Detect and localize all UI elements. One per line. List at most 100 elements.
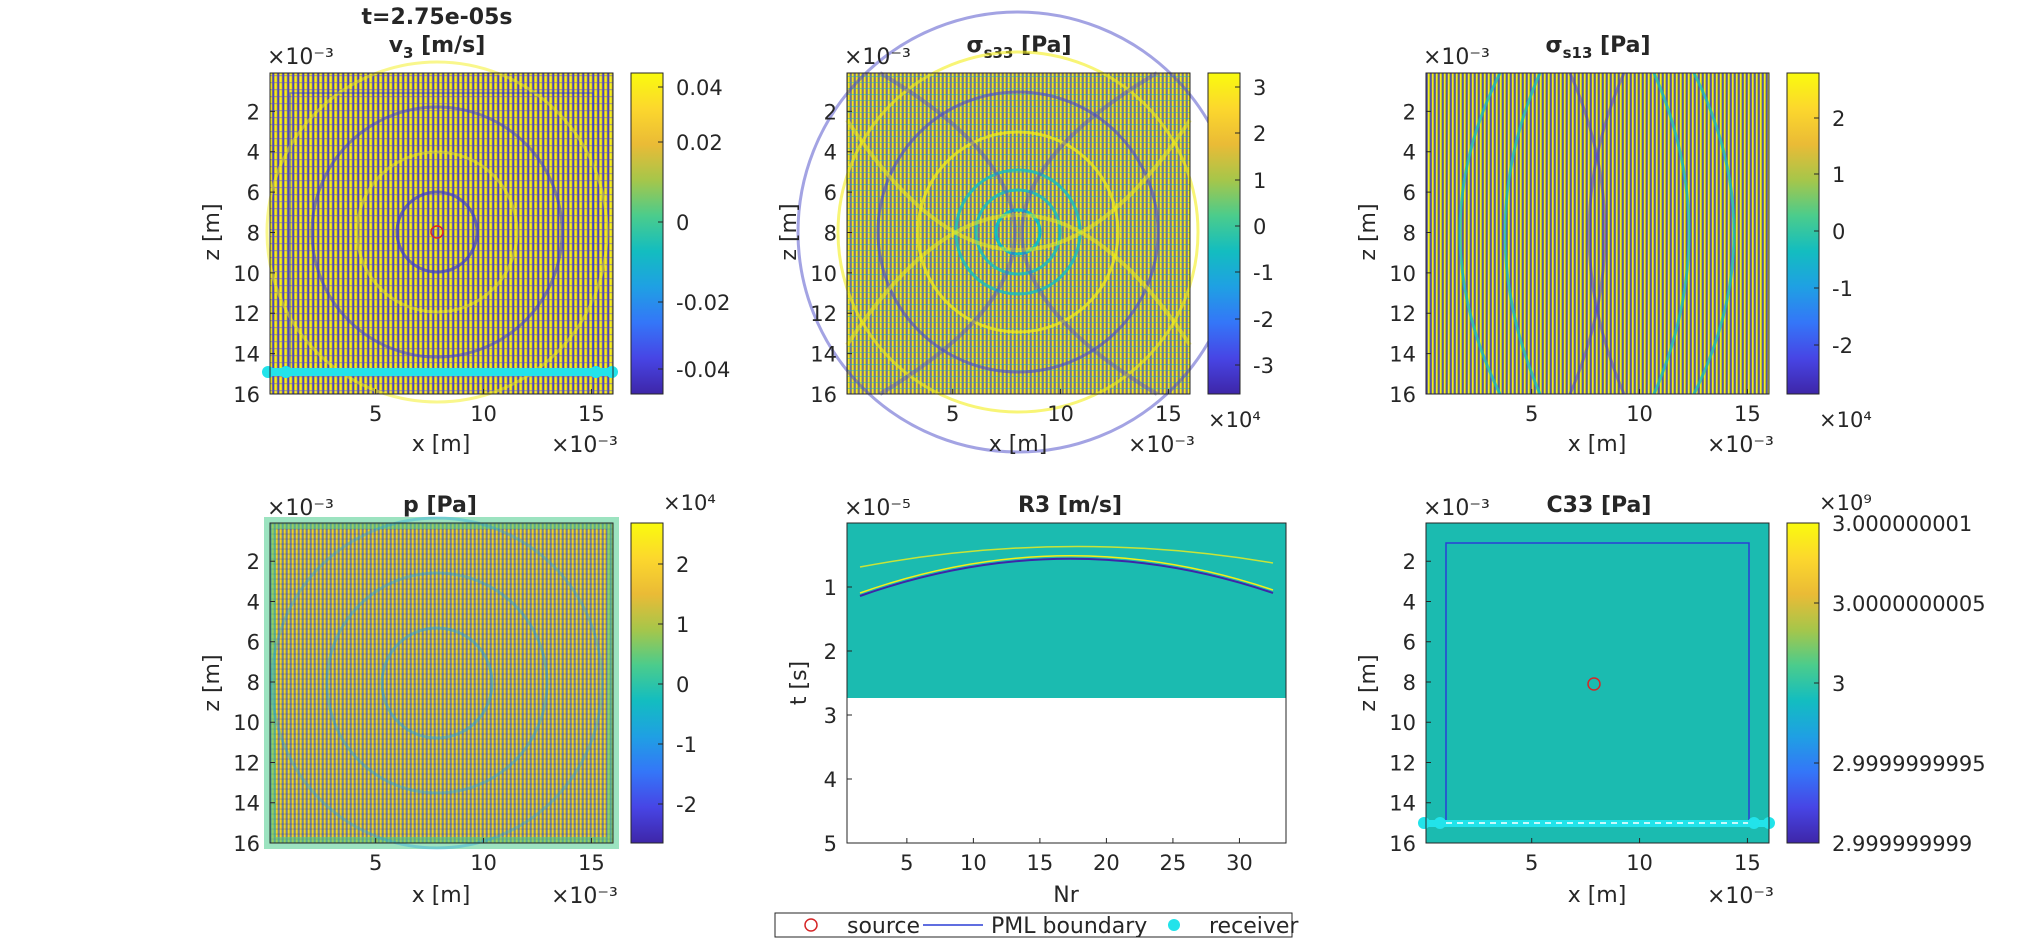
colorbar-tick-label: 2.9999999995: [1832, 752, 1986, 776]
y-tick-label: 16: [810, 383, 837, 407]
colorbar-tick-label: 2: [1253, 122, 1266, 146]
x-exponent: ×10⁻³: [1707, 433, 1774, 458]
y-tick-label: 14: [810, 343, 837, 367]
y-tick-label: 1: [824, 576, 837, 600]
heatmap-image: [270, 73, 613, 394]
y-tick-label: 10: [233, 262, 260, 286]
y-ticks: 2 4 6 8 10 12 14 16: [1389, 100, 1431, 407]
legend-receiver-label: receiver: [1209, 914, 1299, 938]
x-tick-label: 30: [1226, 851, 1253, 875]
x-tick-label: 5: [1525, 402, 1538, 426]
colorbar-tick-label: -1: [676, 733, 697, 757]
y-tick-label: 5: [824, 832, 837, 856]
heatmap-image: [847, 73, 1190, 394]
panel-v3: t=2.75e-05s v3 [m/s] 5 10 15 2 4 6 8 10 12 14 16: [200, 5, 730, 458]
colorbar-tick-label: -2: [1253, 308, 1274, 332]
colorbar: 3.000000001 3.0000000005 3 2.9999999995 2.99…: [1786, 491, 1986, 856]
colorbar-tick-label: -0.04: [676, 358, 730, 382]
x-tick-label: 5: [900, 851, 913, 875]
x-tick-label: 10: [1047, 402, 1074, 426]
axes-frame: [846, 72, 1191, 395]
colorbar-ticks: 2 1 0 -1 -2: [658, 553, 697, 817]
legend-pml-label: PML boundary: [991, 914, 1147, 938]
colorbar-exponent: ×10⁴: [1819, 408, 1872, 432]
y-ticks: 2 4 6 8 10 12 14 16: [233, 100, 275, 407]
y-ticks: 1 2 3 4 5: [824, 576, 852, 856]
y-ticks: 2 4 6 8 10 12 14 16: [1389, 550, 1431, 856]
panel-title: σs33 [Pa]: [966, 33, 1071, 62]
y-ticks: 2 4 6 8 10 12 14 16: [810, 100, 852, 407]
panel-title: p [Pa]: [403, 493, 477, 518]
colorbar-tick-label: 3: [1832, 672, 1845, 696]
y-tick-label: 14: [233, 792, 260, 816]
y-tick-label: 8: [247, 671, 260, 695]
y-tick-label: 8: [247, 221, 260, 245]
colorbar-bar: [1786, 72, 1820, 395]
y-tick-label: 12: [810, 302, 837, 326]
y-tick-label: 4: [1403, 590, 1416, 614]
x-axis-label: x [m]: [412, 883, 471, 908]
y-tick-label: 6: [824, 181, 837, 205]
y-tick-label: 16: [233, 383, 260, 407]
colorbar-ticks: 3.000000001 3.0000000005 3 2.9999999995 2.99…: [1814, 512, 1986, 856]
colorbar-tick-label: 2: [1832, 107, 1845, 131]
colorbar-tick-label: 0: [676, 211, 689, 235]
heatmap-image: [1426, 523, 1769, 843]
y-tick-label: 3: [824, 704, 837, 728]
heatmap-area: [796, 10, 1240, 454]
colorbar-tick-label: -1: [1832, 277, 1853, 301]
y-axis-label: z [m]: [1356, 654, 1381, 711]
y-axis-label: z [m]: [1356, 203, 1381, 260]
y-tick-label: 8: [1403, 221, 1416, 245]
reflection-arcs: [845, 71, 1192, 396]
x-exponent: ×10⁻³: [1707, 884, 1774, 909]
y-tick-label: 10: [1389, 262, 1416, 286]
x-axis-label: Nr: [1053, 883, 1079, 908]
colorbar-tick-label: -2: [1832, 334, 1853, 358]
colorbar-tick-label: 0: [676, 673, 689, 697]
y-tick-label: 10: [810, 262, 837, 286]
y-tick-label: 2: [824, 640, 837, 664]
source-marker: [430, 225, 444, 239]
colorbar-bar: [630, 72, 664, 395]
colorbar-tick-label: 1: [1832, 163, 1845, 187]
colorbar-bar: [1786, 522, 1820, 844]
x-ticks: 5 10 15 20 25 30: [900, 838, 1253, 875]
heatmap-area: [1418, 523, 1775, 843]
x-tick-label: 10: [470, 851, 497, 875]
y-tick-label: 6: [247, 181, 260, 205]
wavefront-rings: [270, 516, 604, 850]
colorbar-exponent: ×10⁴: [663, 491, 716, 515]
colorbar-tick-label: -2: [676, 793, 697, 817]
x-tick-label: 25: [1160, 851, 1187, 875]
y-tick-label: 10: [233, 711, 260, 735]
legend-receiver-symbol: [1168, 919, 1180, 931]
colorbar: 3 2 1 0 -1 -2 -3 ×10⁴: [1207, 72, 1274, 432]
y-tick-label: 6: [1403, 181, 1416, 205]
colorbar: 2 1 0 -1 -2 ×10⁴: [630, 491, 716, 844]
colorbar-tick-label: -0.02: [676, 291, 730, 315]
figure-time-label: t=2.75e-05s: [362, 5, 513, 30]
y-tick-label: 6: [247, 631, 260, 655]
x-tick-label: 15: [578, 402, 605, 426]
legend-box: [774, 912, 1293, 938]
y-tick-label: 8: [1403, 671, 1416, 695]
y-tick-label: 8: [824, 221, 837, 245]
y-tick-label: 4: [247, 141, 260, 165]
x-axis-label: x [m]: [989, 432, 1048, 457]
y-tick-label: 12: [1389, 302, 1416, 326]
y-ticks: 2 4 6 8 10 12 14 16: [233, 550, 275, 856]
y-tick-label: 2: [824, 100, 837, 124]
x-ticks: 5 10 15: [369, 838, 605, 875]
y-exponent: ×10⁻³: [267, 496, 334, 521]
y-tick-label: 4: [1403, 141, 1416, 165]
source-marker: [1587, 677, 1601, 691]
x-axis-label: x [m]: [1568, 432, 1627, 457]
y-axis-label: t [s]: [787, 661, 812, 705]
receiver-line: [262, 366, 618, 378]
y-axis-label: z [m]: [200, 654, 225, 711]
